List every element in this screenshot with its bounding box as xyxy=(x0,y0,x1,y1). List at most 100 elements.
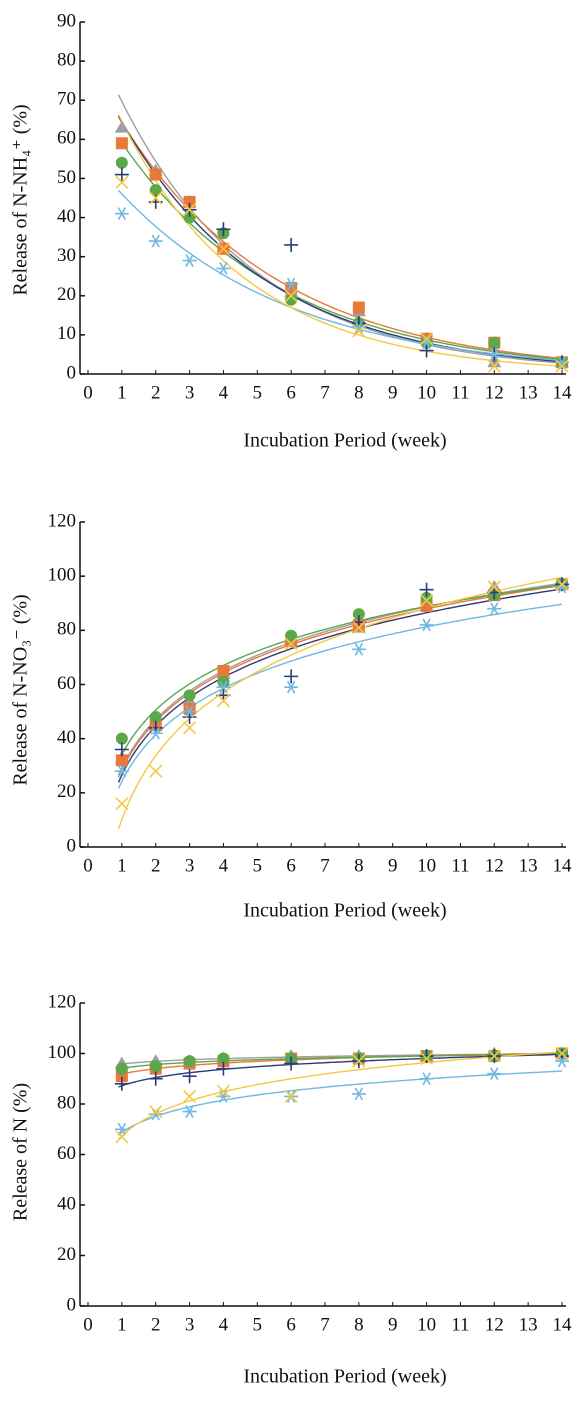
y-tick-label: 30 xyxy=(57,245,76,266)
y-tick-label: 100 xyxy=(48,1042,77,1063)
x-tick-label: 7 xyxy=(320,855,330,876)
y-tick-label: 60 xyxy=(57,1143,76,1164)
x-tick-label: 4 xyxy=(219,382,229,403)
x-tick-label: 2 xyxy=(151,855,161,876)
trend-line xyxy=(117,116,563,360)
data-point xyxy=(487,1049,501,1063)
data-point xyxy=(216,680,231,694)
trend-line xyxy=(117,94,563,364)
x-tick-label: 13 xyxy=(519,382,538,403)
data-point xyxy=(114,764,129,778)
y-tick-label: 100 xyxy=(48,565,77,586)
data-point xyxy=(149,764,163,778)
y-tick-label: 20 xyxy=(57,781,76,802)
y-axis-label: Release of N-NO₃⁻ (%) xyxy=(10,594,32,785)
data-point xyxy=(488,336,501,349)
x-tick-label: 11 xyxy=(451,1314,469,1335)
data-point xyxy=(419,1049,434,1064)
x-tick-label: 2 xyxy=(151,382,161,403)
data-point xyxy=(115,754,128,767)
data-point xyxy=(285,281,298,294)
data-point xyxy=(217,1052,230,1065)
data-point xyxy=(149,184,162,197)
x-tick-label: 8 xyxy=(354,382,364,403)
x-tick-label: 10 xyxy=(417,855,436,876)
data-point xyxy=(115,137,128,150)
x-tick-label: 6 xyxy=(286,382,296,403)
data-point xyxy=(183,203,197,217)
data-point xyxy=(114,120,129,133)
y-tick-label: 50 xyxy=(57,167,76,188)
x-tick-label: 7 xyxy=(320,1314,330,1335)
x-tick-label: 12 xyxy=(485,382,504,403)
data-point xyxy=(114,742,129,757)
x-tick-label: 10 xyxy=(417,1314,436,1335)
data-point xyxy=(284,1089,298,1103)
x-tick-label: 1 xyxy=(117,382,127,403)
x-tick-label: 8 xyxy=(354,1314,364,1335)
data-point xyxy=(487,359,501,373)
y-tick-label: 40 xyxy=(57,727,76,748)
data-point xyxy=(419,1072,434,1086)
x-tick-label: 7 xyxy=(320,382,330,403)
y-tick-label: 120 xyxy=(48,510,77,531)
x-tick-label: 5 xyxy=(253,1314,263,1335)
x-tick-label: 0 xyxy=(83,1314,93,1335)
data-point xyxy=(115,1130,129,1144)
data-point xyxy=(217,675,230,688)
x-tick-label: 5 xyxy=(253,382,263,403)
data-point xyxy=(284,237,299,252)
trend-line xyxy=(117,588,563,783)
data-point xyxy=(285,293,298,306)
x-tick-label: 11 xyxy=(451,382,469,403)
data-point xyxy=(487,1067,502,1081)
data-point xyxy=(555,1054,569,1068)
x-axis-label: Incubation Period (week) xyxy=(243,900,446,922)
x-axis-label: Incubation Period (week) xyxy=(243,430,446,452)
x-tick-label: 3 xyxy=(185,382,195,403)
data-point xyxy=(352,301,365,314)
data-point xyxy=(149,1060,162,1073)
data-point xyxy=(216,1061,231,1076)
data-point xyxy=(284,637,298,651)
x-tick-label: 14 xyxy=(553,382,573,403)
x-tick-label: 3 xyxy=(185,1314,195,1335)
x-tick-label: 9 xyxy=(388,382,398,403)
data-point xyxy=(114,1076,129,1091)
data-point xyxy=(182,1105,197,1118)
data-point xyxy=(487,580,501,594)
data-point xyxy=(149,168,162,181)
data-point xyxy=(183,1089,197,1103)
data-point xyxy=(352,1054,366,1068)
data-point xyxy=(216,261,231,275)
data-point xyxy=(149,711,162,723)
data-point xyxy=(216,694,230,708)
data-point xyxy=(114,1122,129,1136)
data-point xyxy=(182,1069,197,1084)
y-tick-label: 70 xyxy=(57,89,76,110)
x-tick-label: 0 xyxy=(83,382,93,403)
x-tick-label: 4 xyxy=(219,1314,229,1335)
data-point xyxy=(420,332,434,346)
data-point xyxy=(351,1087,366,1101)
data-point xyxy=(183,689,196,702)
trend-line xyxy=(117,114,563,367)
x-tick-label: 8 xyxy=(354,855,364,876)
trend-line xyxy=(117,584,563,762)
x-tick-label: 12 xyxy=(485,1314,504,1335)
x-tick-label: 3 xyxy=(185,855,195,876)
data-point xyxy=(115,175,129,189)
y-tick-label: 0 xyxy=(67,362,77,383)
x-tick-label: 10 xyxy=(417,382,436,403)
data-point xyxy=(149,1105,163,1119)
data-point xyxy=(555,577,569,591)
x-tick-label: 6 xyxy=(286,855,296,876)
data-point xyxy=(555,1046,569,1061)
trend-line xyxy=(117,115,563,363)
data-point xyxy=(148,726,163,740)
data-point xyxy=(114,167,129,182)
data-point xyxy=(115,156,128,169)
data-point xyxy=(216,242,230,256)
data-point xyxy=(183,1055,196,1068)
